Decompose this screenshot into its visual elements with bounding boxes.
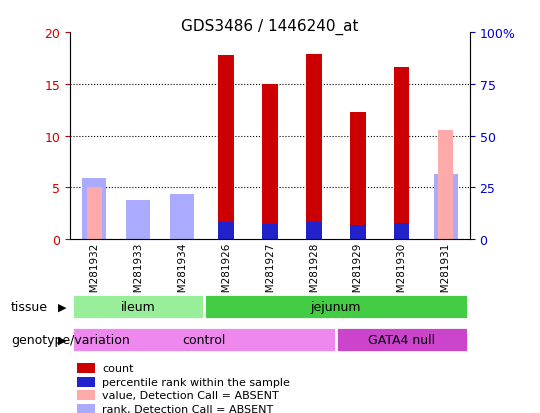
Text: control: control — [183, 333, 226, 346]
Bar — [170, 194, 194, 240]
Bar — [77, 404, 96, 413]
Bar — [86, 188, 102, 240]
Bar — [218, 56, 234, 240]
Text: GDS3486 / 1446240_at: GDS3486 / 1446240_at — [181, 19, 359, 35]
Text: GATA4 null: GATA4 null — [368, 333, 435, 346]
Bar — [394, 224, 409, 240]
Bar — [218, 223, 234, 240]
Bar — [72, 294, 204, 319]
Bar — [350, 226, 366, 240]
Bar — [77, 377, 96, 387]
Bar — [262, 85, 278, 240]
Bar — [350, 113, 366, 240]
Text: count: count — [102, 363, 134, 373]
Text: jejunum: jejunum — [310, 300, 361, 313]
Text: percentile rank within the sample: percentile rank within the sample — [102, 377, 290, 387]
Text: ▶: ▶ — [58, 335, 66, 344]
Bar — [306, 55, 322, 240]
Text: ▶: ▶ — [58, 301, 66, 311]
Bar — [77, 390, 96, 400]
Text: ileum: ileum — [121, 300, 156, 313]
Bar — [336, 328, 468, 352]
Text: value, Detection Call = ABSENT: value, Detection Call = ABSENT — [102, 390, 279, 400]
Bar — [204, 294, 468, 319]
Text: rank, Detection Call = ABSENT: rank, Detection Call = ABSENT — [102, 404, 273, 413]
Bar — [72, 328, 336, 352]
Bar — [126, 200, 150, 240]
Bar — [262, 224, 278, 240]
Bar — [434, 174, 458, 240]
Bar — [438, 131, 454, 240]
Bar — [394, 68, 409, 240]
Bar — [306, 223, 322, 240]
Bar — [77, 363, 96, 373]
Bar — [82, 178, 106, 240]
Text: tissue: tissue — [11, 300, 48, 313]
Text: genotype/variation: genotype/variation — [11, 333, 130, 346]
